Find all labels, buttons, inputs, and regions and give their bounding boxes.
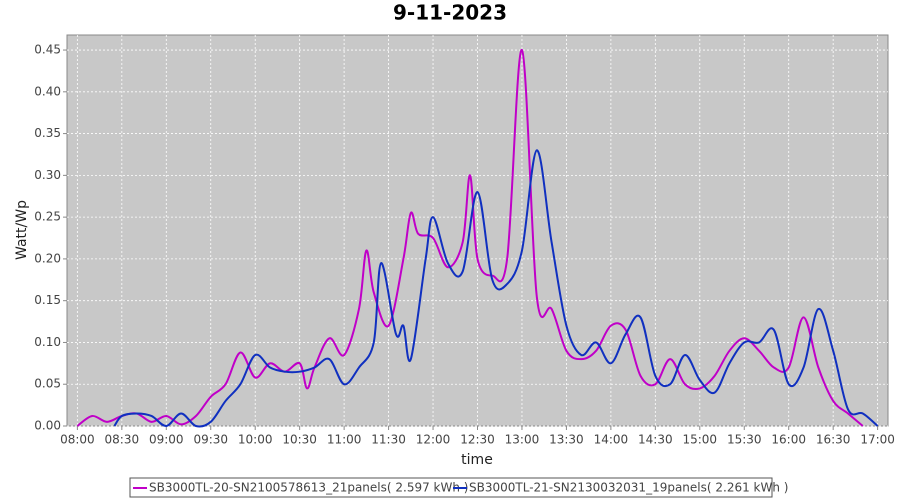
- x-tick-label: 09:30: [193, 433, 228, 447]
- x-tick-label: 11:00: [327, 433, 362, 447]
- y-tick-label: 0.30: [34, 168, 61, 182]
- x-tick-label: 15:00: [682, 433, 717, 447]
- y-tick-label: 0.35: [34, 126, 61, 140]
- x-tick-label: 12:00: [416, 433, 451, 447]
- x-tick-label: 09:00: [149, 433, 184, 447]
- x-tick-label: 15:30: [727, 433, 762, 447]
- series-line: [113, 149, 879, 428]
- x-tick-label: 16:30: [816, 433, 851, 447]
- x-tick-label: 10:00: [238, 433, 273, 447]
- x-tick-label: 08:00: [60, 433, 95, 447]
- x-tick-label: 14:00: [594, 433, 629, 447]
- y-tick-label: 0.15: [34, 293, 61, 307]
- y-axis-label: Watt/Wp: [14, 200, 30, 260]
- x-axis-label: time: [461, 452, 493, 468]
- x-tick-label: 17:00: [860, 433, 895, 447]
- series-line: [76, 49, 864, 427]
- y-tick-label: 0.00: [34, 419, 61, 433]
- y-tick-label: 0.40: [34, 84, 61, 98]
- x-tick-label: 11:30: [371, 433, 406, 447]
- y-tick-label: 0.05: [34, 377, 61, 391]
- x-tick-label: 12:30: [460, 433, 495, 447]
- legend-label: SB3000TL-20-SN2100578613_21panels( 2.597…: [149, 481, 468, 495]
- chart-title: 9-11-2023: [393, 1, 507, 25]
- x-tick-label: 14:30: [638, 433, 673, 447]
- x-tick-label: 16:00: [771, 433, 806, 447]
- x-tick-label: 13:00: [505, 433, 540, 447]
- y-tick-label: 0.45: [34, 43, 61, 57]
- legend: [129, 477, 773, 498]
- legend-label: SB3000TL-21-SN2130032031_19panels( 2.261…: [469, 481, 788, 495]
- x-tick-label: 10:30: [282, 433, 317, 447]
- y-tick-label: 0.10: [34, 335, 61, 349]
- y-tick-label: 0.25: [34, 210, 61, 224]
- x-tick-label: 08:30: [105, 433, 140, 447]
- x-tick-label: 13:30: [549, 433, 584, 447]
- y-tick-label: 0.20: [34, 251, 61, 265]
